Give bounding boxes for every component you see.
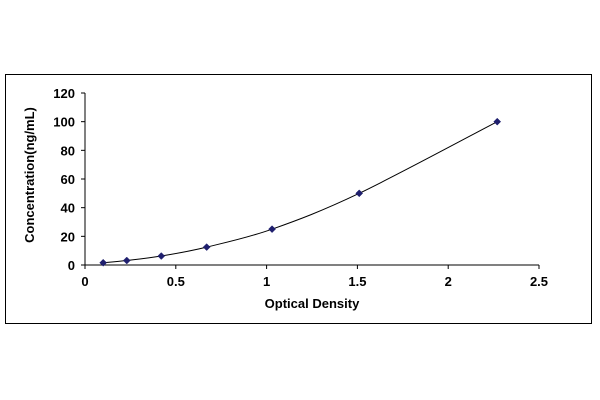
y-tick-label: 0 [68,258,75,273]
chart-frame [5,74,592,324]
data-point-diamond [268,225,276,234]
x-tick-label: 1.5 [348,274,366,289]
data-point-diamond [157,252,166,260]
data-point-diamond [122,256,131,265]
y-tick-label: 40 [61,201,75,216]
data-point-diamond [99,258,108,267]
y-axis-title: Concentration(ng/mL) [22,107,37,243]
y-tick-label: 100 [53,115,75,130]
x-tick-label: 1 [263,274,270,289]
data-point-diamond [202,243,211,251]
y-tick-label: 80 [61,143,75,158]
x-tick-label: 2.5 [530,274,548,289]
y-tick-labels: 0 20 40 60 80 100 120 [53,86,75,273]
axes [81,92,540,269]
data-points [99,117,502,267]
data-point-diamond [493,117,502,126]
x-tick-label: 0 [81,274,88,289]
y-tick-label: 20 [61,229,75,244]
x-axis-title: Optical Density [265,296,360,311]
y-tick-label: 120 [53,86,75,101]
y-tick-label: 60 [61,172,75,187]
data-point-diamond [355,189,364,198]
trend-line [103,121,498,264]
x-tick-label: 0.5 [167,274,185,289]
x-tick-labels: 0 0.5 1 1.5 2 2.5 [81,274,548,289]
x-tick-label: 2 [445,274,452,289]
